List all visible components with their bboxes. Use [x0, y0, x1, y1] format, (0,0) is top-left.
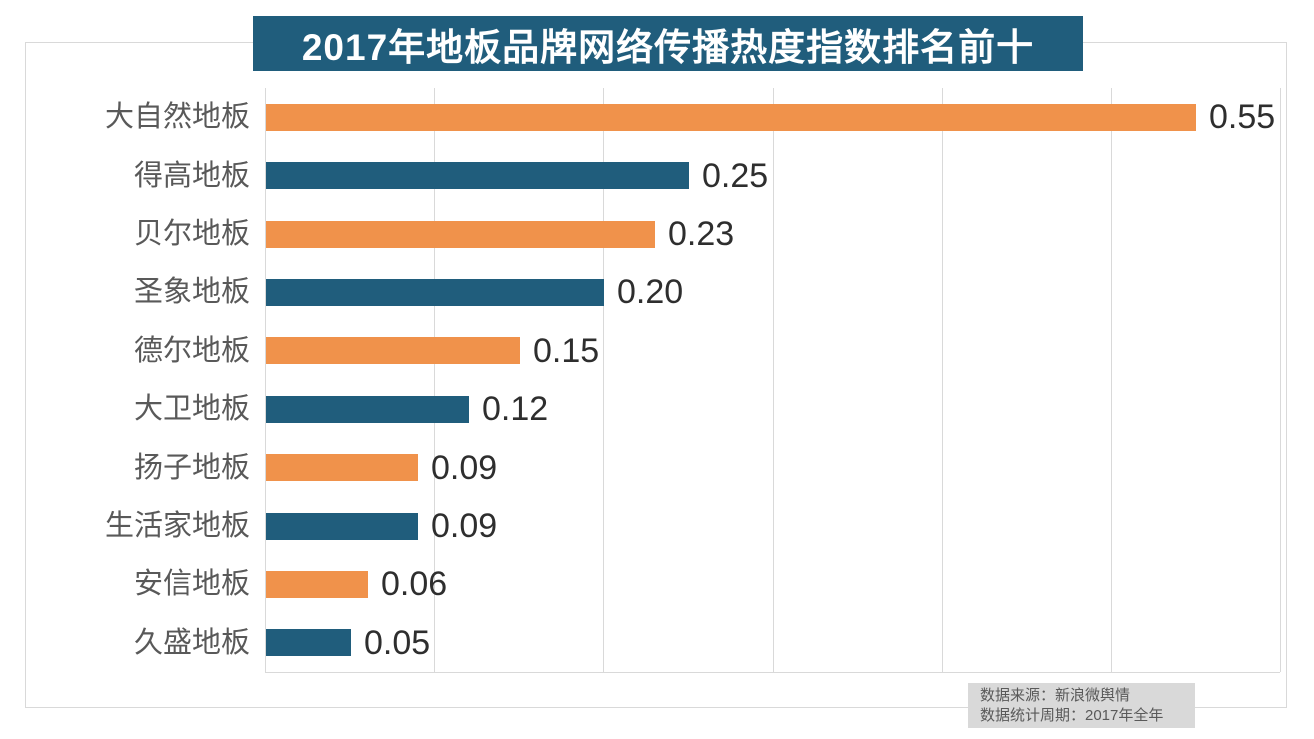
bar-扬子地板	[266, 454, 418, 481]
bar-贝尔地板	[266, 221, 655, 248]
category-label: 生活家地板	[104, 510, 250, 542]
category-label: 大卫地板	[133, 393, 250, 425]
value-label: 0.05	[364, 624, 431, 662]
category-label: 大自然地板	[104, 101, 250, 133]
gridline-x-0.6	[1280, 88, 1281, 672]
bar-安信地板	[266, 571, 368, 598]
category-label: 久盛地板	[133, 627, 250, 659]
category-label: 德尔地板	[133, 335, 250, 367]
category-label: 安信地板	[133, 568, 250, 600]
chart-title: 2017年地板品牌网络传播热度指数排名前十	[253, 16, 1083, 71]
source-note-line2: 数据统计周期：2017年全年	[980, 707, 1164, 724]
bar-得高地板	[266, 162, 689, 189]
gridline-x-0.4	[942, 88, 943, 672]
bar-大自然地板	[266, 104, 1196, 131]
bar-圣象地板	[266, 279, 604, 306]
value-label: 0.23	[668, 215, 735, 253]
value-label: 0.20	[617, 273, 684, 311]
gridline-x-0.3	[773, 88, 774, 672]
value-label: 0.06	[381, 565, 448, 603]
bar-大卫地板	[266, 396, 469, 423]
gridline-x-0.5	[1111, 88, 1112, 672]
value-label: 0.25	[702, 157, 769, 195]
bar-久盛地板	[266, 629, 351, 656]
category-label: 得高地板	[133, 160, 250, 192]
value-label: 0.55	[1209, 98, 1276, 136]
category-label: 贝尔地板	[133, 218, 250, 250]
x-axis-baseline	[265, 672, 1280, 673]
gridline-x-0.1	[434, 88, 435, 672]
gridline-x-0.0	[265, 88, 266, 672]
gridline-x-0.2	[603, 88, 604, 672]
chart-border	[25, 42, 1287, 708]
category-label: 扬子地板	[133, 452, 250, 484]
source-note-box: 数据来源：新浪微舆情 数据统计周期：2017年全年	[968, 683, 1195, 728]
value-label: 0.12	[482, 390, 549, 428]
value-label: 0.09	[431, 507, 498, 545]
value-label: 0.09	[431, 449, 498, 487]
category-label: 圣象地板	[133, 276, 250, 308]
bar-生活家地板	[266, 513, 418, 540]
bar-德尔地板	[266, 337, 520, 364]
source-note-line1: 数据来源：新浪微舆情	[980, 687, 1131, 704]
value-label: 0.15	[533, 332, 600, 370]
